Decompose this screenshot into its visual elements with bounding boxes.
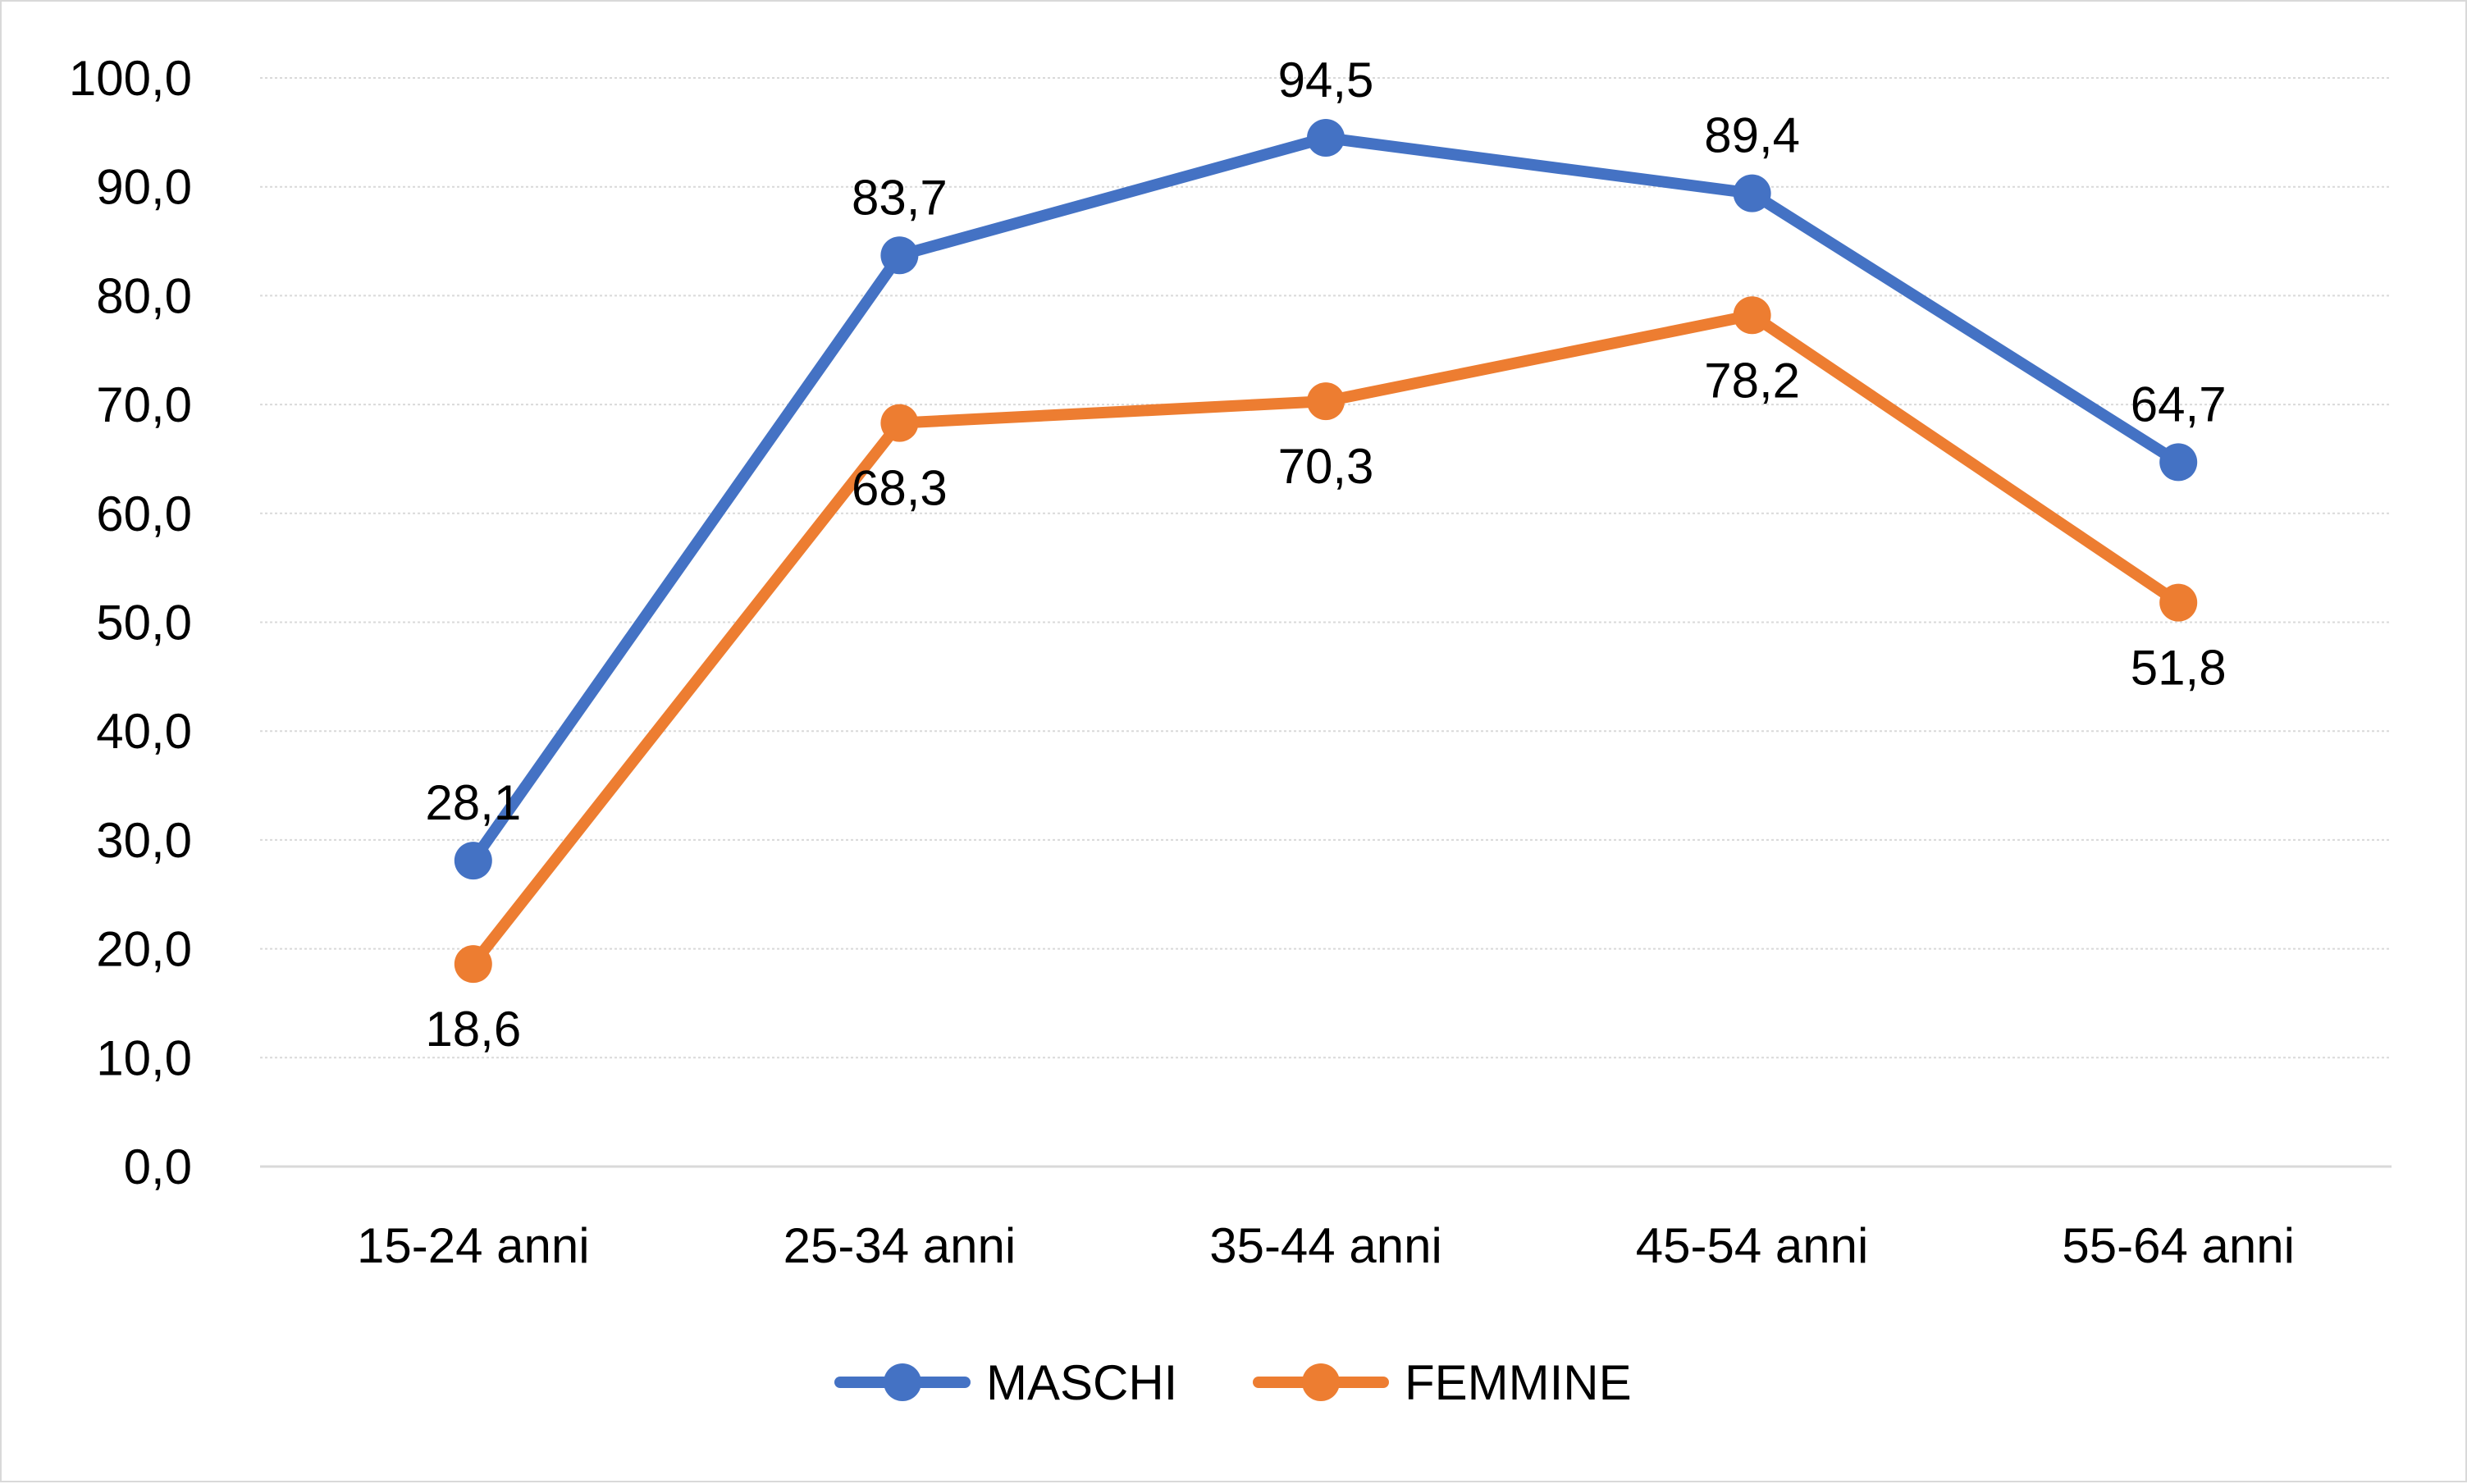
- data-label: 78,2: [1704, 353, 1800, 408]
- gridlines: [260, 77, 2392, 1059]
- legend-marker: [1302, 1363, 1340, 1401]
- y-tick-label: 50,0: [96, 596, 192, 651]
- y-tick-label: 30,0: [96, 813, 192, 868]
- x-axis: 15-24 anni 25-34 anni 35-44 anni 45-54 anni…: [260, 1165, 2392, 1273]
- y-tick-label: 0,0: [124, 1139, 192, 1194]
- legend-marker: [884, 1363, 921, 1401]
- series-line: [467, 131, 2185, 867]
- legend-item-maschi: MASCHI: [834, 1355, 1177, 1410]
- data-label: 51,8: [2131, 641, 2227, 696]
- y-tick-label: 80,0: [96, 268, 192, 323]
- data-label: 64,7: [2131, 377, 2227, 432]
- data-label: 70,3: [1278, 439, 1374, 494]
- data-label: 89,4: [1704, 108, 1800, 163]
- x-tick-label: 25-34 anni: [784, 1218, 1016, 1273]
- data-point: [880, 236, 919, 275]
- legend-item-femmine: FEMMINE: [1253, 1355, 1632, 1410]
- data-point: [2159, 583, 2198, 622]
- data-label: 94,5: [1278, 53, 1374, 107]
- y-tick-label: 10,0: [96, 1030, 192, 1085]
- series-femmine: 18,6 68,3 70,3 78,2 51,8: [425, 296, 2227, 1057]
- data-point: [1733, 296, 1771, 335]
- data-label: 83,7: [852, 170, 948, 225]
- data-label: 18,6: [425, 1002, 521, 1057]
- y-tick-label: 90,0: [96, 160, 192, 215]
- x-tick-label: 35-44 anni: [1209, 1218, 1442, 1273]
- y-tick-label: 100,0: [69, 51, 192, 106]
- legend-label: FEMMINE: [1405, 1355, 1632, 1410]
- legend: MASCHI FEMMINE: [834, 1355, 1632, 1410]
- y-tick-label: 20,0: [96, 922, 192, 977]
- data-point: [454, 945, 492, 984]
- x-tick-label: 45-54 anni: [1636, 1218, 1869, 1273]
- data-point: [2159, 443, 2198, 482]
- data-point: [1307, 382, 1345, 421]
- data-point: [1733, 174, 1771, 212]
- y-tick-label: 40,0: [96, 704, 192, 759]
- y-tick-label: 70,0: [96, 377, 192, 432]
- data-point: [880, 404, 919, 442]
- series-layer: 28,1 83,7 94,5 89,4 64,7 18,6 68,3 70,3 78,2 51,8: [425, 53, 2226, 1057]
- series-maschi: 28,1 83,7 94,5 89,4 64,7: [425, 53, 2227, 880]
- data-point: [1307, 118, 1345, 157]
- y-axis: 0,0 10,0 20,0 30,0 40,0 50,0 60,0 70,0 80,0 90,0 1…: [69, 51, 192, 1194]
- x-tick-label: 15-24 anni: [357, 1218, 590, 1273]
- legend-label: MASCHI: [986, 1355, 1177, 1410]
- data-label: 68,3: [852, 461, 948, 516]
- data-point: [454, 842, 492, 880]
- y-tick-label: 60,0: [96, 486, 192, 541]
- data-label: 28,1: [425, 775, 521, 830]
- x-tick-label: 55-64 anni: [2062, 1218, 2295, 1273]
